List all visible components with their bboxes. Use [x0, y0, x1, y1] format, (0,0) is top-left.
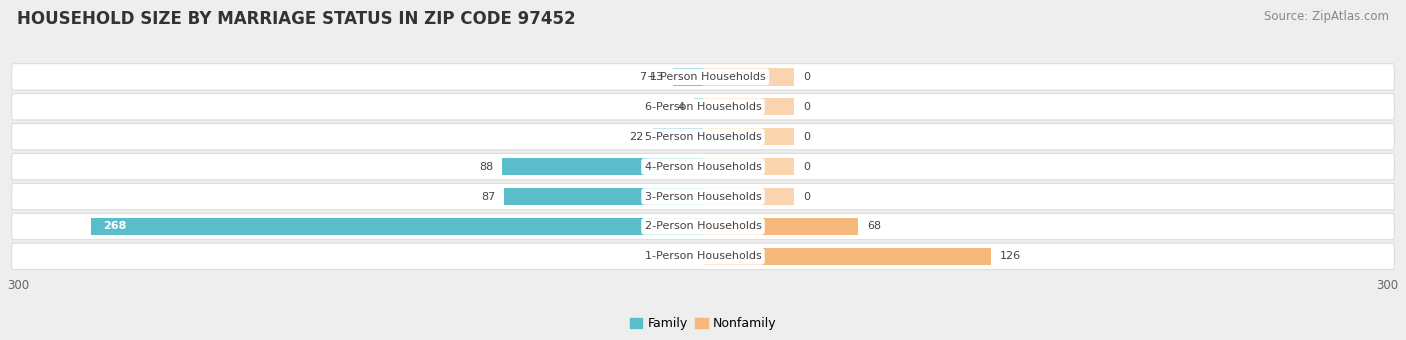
Bar — [91, 218, 703, 235]
Bar — [673, 68, 703, 86]
FancyBboxPatch shape — [11, 213, 1395, 240]
Text: 0: 0 — [803, 191, 810, 202]
FancyBboxPatch shape — [11, 153, 1395, 180]
FancyBboxPatch shape — [11, 243, 1395, 270]
Text: 2-Person Households: 2-Person Households — [644, 221, 762, 232]
Text: 68: 68 — [868, 221, 882, 232]
Legend: Family, Nonfamily: Family, Nonfamily — [624, 312, 782, 335]
Bar — [703, 158, 794, 175]
Bar — [505, 188, 703, 205]
Text: 6-Person Households: 6-Person Households — [644, 102, 762, 112]
Text: 0: 0 — [803, 102, 810, 112]
FancyBboxPatch shape — [11, 94, 1395, 120]
Text: Source: ZipAtlas.com: Source: ZipAtlas.com — [1264, 10, 1389, 23]
FancyBboxPatch shape — [11, 64, 1395, 90]
Text: 0: 0 — [803, 162, 810, 172]
Text: 4-Person Households: 4-Person Households — [644, 162, 762, 172]
Text: 5-Person Households: 5-Person Households — [644, 132, 762, 142]
Text: HOUSEHOLD SIZE BY MARRIAGE STATUS IN ZIP CODE 97452: HOUSEHOLD SIZE BY MARRIAGE STATUS IN ZIP… — [17, 10, 575, 28]
Text: 88: 88 — [479, 162, 494, 172]
Bar — [703, 248, 990, 265]
Bar — [703, 98, 794, 116]
Text: 268: 268 — [103, 221, 127, 232]
Text: 0: 0 — [803, 132, 810, 142]
Text: 1-Person Households: 1-Person Households — [644, 251, 762, 261]
FancyBboxPatch shape — [11, 123, 1395, 150]
FancyBboxPatch shape — [11, 183, 1395, 210]
Text: 7+ Person Households: 7+ Person Households — [640, 72, 766, 82]
Text: 300: 300 — [7, 279, 30, 292]
Bar — [703, 68, 794, 86]
Text: 0: 0 — [803, 72, 810, 82]
Text: 87: 87 — [481, 191, 495, 202]
Bar — [695, 98, 703, 116]
Bar — [502, 158, 703, 175]
Bar — [703, 218, 858, 235]
Text: 22: 22 — [630, 132, 644, 142]
Text: 13: 13 — [650, 72, 664, 82]
Bar — [703, 128, 794, 146]
Text: 126: 126 — [1000, 251, 1021, 261]
Text: 3-Person Households: 3-Person Households — [644, 191, 762, 202]
Bar — [703, 188, 794, 205]
Text: 300: 300 — [1376, 279, 1399, 292]
Text: 4: 4 — [678, 102, 685, 112]
Bar — [652, 128, 703, 146]
